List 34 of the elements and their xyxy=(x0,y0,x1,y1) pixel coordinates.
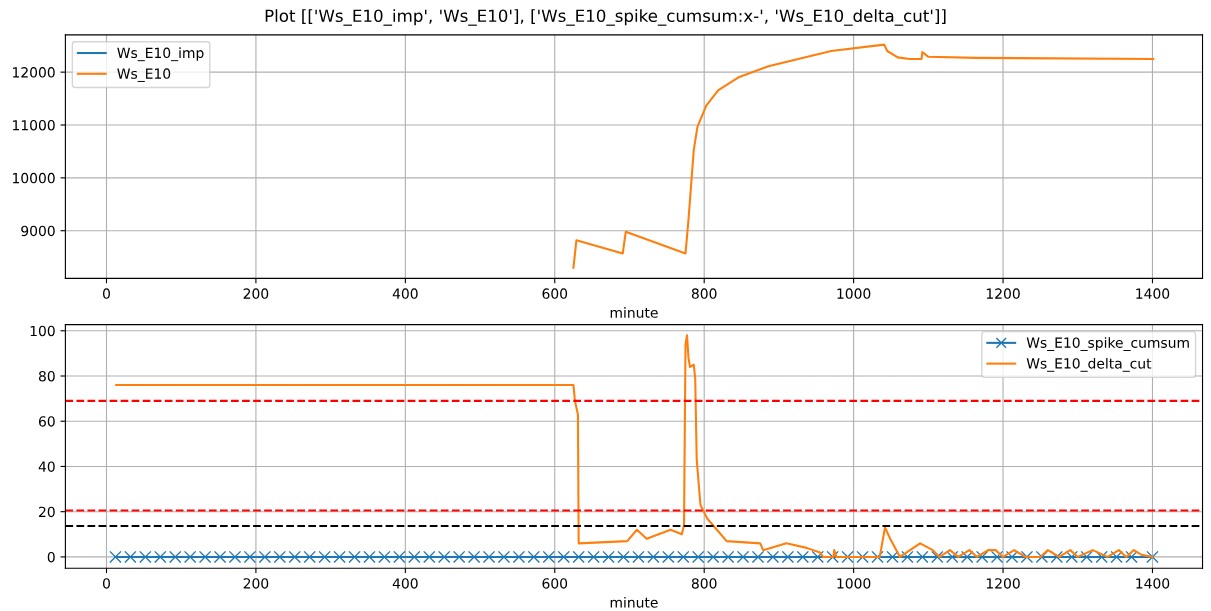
x-axis-title: minute xyxy=(610,596,658,608)
x-tick-label: 800 xyxy=(691,578,717,589)
y-tick-label: 80 xyxy=(38,370,55,382)
y-tick-label: 100 xyxy=(30,325,55,337)
line-series xyxy=(572,43,1155,269)
y-tick-label: 60 xyxy=(38,416,55,427)
x-tick-label: 1400 xyxy=(1136,578,1170,589)
legend-label: Ws_E10_delta_cut xyxy=(1026,357,1152,372)
x-tick-label: 0 xyxy=(102,288,110,299)
y-tick-label: 12000 xyxy=(13,67,55,78)
x-tick-label: 600 xyxy=(542,578,568,589)
x-tick-label: 1400 xyxy=(1136,288,1170,299)
x-tick-label: 1000 xyxy=(837,578,871,589)
x-tick-label: 200 xyxy=(243,288,269,299)
y-tick-label: 0 xyxy=(47,551,55,563)
x-tick-label: 0 xyxy=(102,578,110,589)
x-tick-label: 1200 xyxy=(986,578,1020,589)
x-tick-label: 600 xyxy=(542,288,568,299)
x-tick-label: 400 xyxy=(392,578,418,589)
x-tick-label: 400 xyxy=(392,288,418,299)
y-tick-label: 9000 xyxy=(21,225,55,237)
y-tick-label: 20 xyxy=(39,506,55,518)
legend-label: Ws_E10_imp xyxy=(117,47,204,62)
y-tick-label: 10000 xyxy=(13,172,55,184)
chart-title: Plot [['Ws_E10_imp', 'Ws_E10'], ['Ws_E10_spike_cumsum:x-', 'Ws_E10_delta_cut']] xyxy=(265,9,946,26)
x-tick-label: 800 xyxy=(691,288,717,299)
legend-label: Ws_E10_spike_cumsum xyxy=(1026,337,1189,351)
x-axis-title: minute xyxy=(610,307,658,318)
x-tick-label: 200 xyxy=(243,578,269,589)
x-tick-label: 1000 xyxy=(837,288,871,299)
legend-label: Ws_E10 xyxy=(117,68,171,82)
y-tick-label: 11000 xyxy=(13,119,55,131)
y-tick-label: 40 xyxy=(38,461,55,472)
x-tick-label: 1200 xyxy=(986,288,1020,299)
